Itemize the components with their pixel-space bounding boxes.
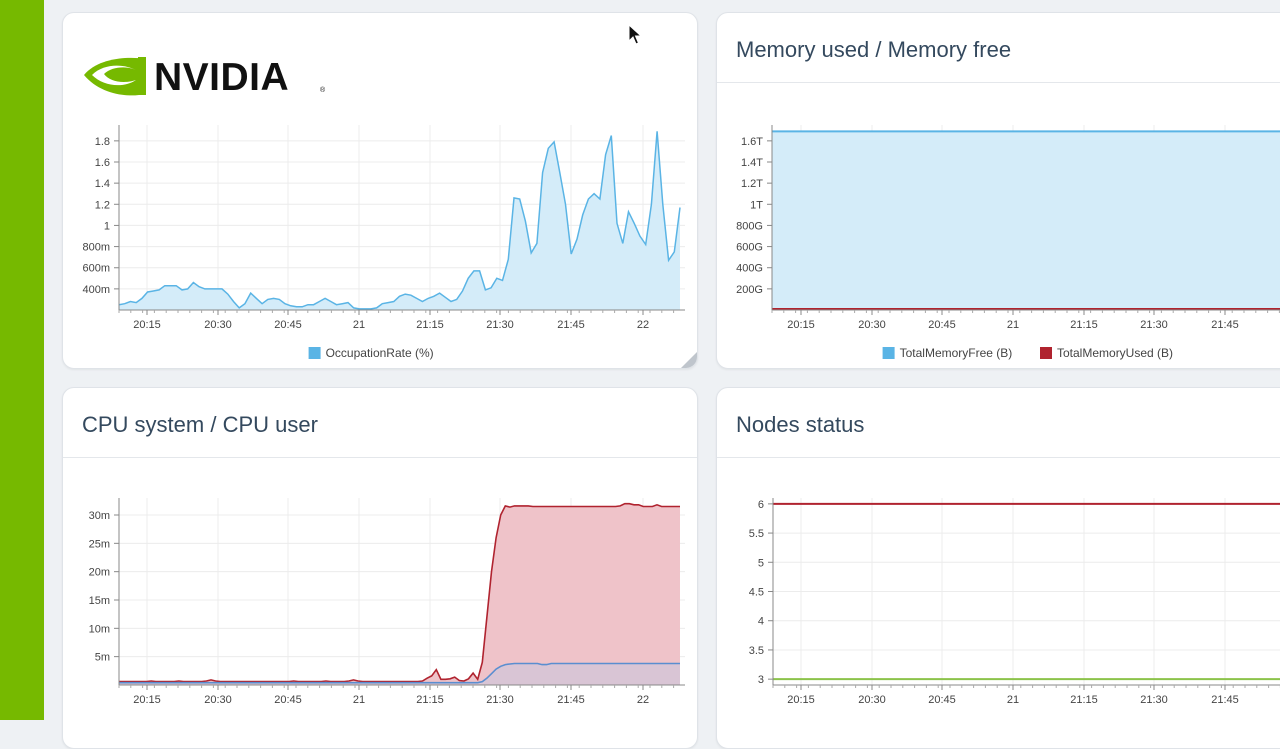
x-tick-label: 20:15 [787,319,815,331]
nvidia-eye-icon: NVIDIA ® [84,56,326,99]
y-tick-label: 1.4 [95,178,110,190]
x-tick-label: 20:45 [274,319,302,331]
x-tick-label: 20:45 [274,694,302,706]
y-tick-label: 1.6 [95,157,110,169]
y-tick-label: 30m [89,510,110,522]
x-tick-label: 20:30 [858,319,886,331]
occupation-rate-card: NVIDIA ® 400m 600m 800m 1 1.2 1.4 1.6 1.8 20:15 2… [62,12,698,369]
x-tick-label: 21 [353,694,365,706]
x-tick-label: 21:30 [486,319,514,331]
legend-swatch [882,347,895,359]
card-header: Memory used / Memory free [717,13,1280,83]
y-tick-label: 20m [89,567,110,579]
x-tick-label: 21:45 [557,319,585,331]
legend-label: OccupationRate (%) [326,346,434,360]
legend-label: TotalMemoryUsed (B) [1057,346,1173,360]
nvidia-logo: NVIDIA ® [78,50,328,100]
legend-swatch [1040,347,1052,359]
y-tick-label: 4 [758,616,764,628]
y-tick-label: 15m [89,595,110,607]
y-tick-label: 200G [736,284,763,296]
x-tick-label: 21 [1007,319,1019,331]
occupation-rate-chart: 400m 600m 800m 1 1.2 1.4 1.6 1.8 20:15 20:30 20:45… [82,125,685,360]
y-tick-label: 800G [736,220,763,232]
card-header: CPU system / CPU user [63,388,697,458]
x-tick-label: 20:45 [928,694,956,706]
cpu-system-line [119,502,680,683]
memory-free-area [772,131,1280,310]
y-tick-label: 10m [89,623,110,635]
y-tick-label: 6 [758,499,764,511]
y-tick-label: 3.5 [749,645,764,657]
memory-card: Memory used / Memory free 200G 400G 600G 80… [716,12,1280,369]
y-tick-label: 1.6T [741,136,763,148]
x-tick-label: 21:30 [1140,319,1168,331]
x-tick-label: 21:15 [1070,319,1098,331]
svg-text:®: ® [320,86,326,94]
occupation-area [119,131,680,310]
x-tick-label: 21:30 [1140,694,1168,706]
x-tick-label: 21:15 [416,319,444,331]
cpu-system-area [119,503,680,685]
card-title: CPU system / CPU user [82,412,318,437]
y-tick-label: 600G [736,242,763,254]
cpu-user-line [119,662,680,684]
y-tick-label: 1.2 [95,199,110,211]
x-tick-label: 21:45 [557,694,585,706]
x-tick-label: 21:45 [1211,694,1239,706]
x-tick-label: 20:15 [133,694,161,706]
card-title: Memory used / Memory free [736,37,1012,62]
y-tick-label: 3 [758,674,764,686]
x-tick-label: 21:15 [1070,694,1098,706]
y-tick-label: 800m [82,242,110,254]
y-tick-label: 25m [89,538,110,550]
nodes-card: Nodes status 3 3.5 4 4.5 5 5.5 6 20:15 20:30 20:4… [716,387,1280,749]
x-tick-label: 21:15 [416,694,444,706]
cpu-card: CPU system / CPU user 5m 10m 15m 20m 25m 30m 2… [62,387,698,749]
y-tick-label: 5.5 [749,528,764,540]
x-tick-label: 21:30 [486,694,514,706]
x-tick-label: 20:30 [858,694,886,706]
x-tick-label: 20:30 [204,319,232,331]
nodes-chart: 3 3.5 4 4.5 5 5.5 6 20:15 20:30 20:45 21 21:15 21:30… [749,498,1280,706]
x-tick-label: 21 [353,319,365,331]
y-tick-label: 400m [82,284,110,296]
x-tick-label: 20:15 [787,694,815,706]
occupation-line [118,131,681,310]
cpu-user-area [119,663,680,685]
x-tick-label: 21 [1007,694,1019,706]
x-tick-label: 22 [637,694,649,706]
y-tick-label: 1T [750,199,763,211]
y-tick-label: 400G [736,263,763,275]
cpu-chart: 5m 10m 15m 20m 25m 30m 20:15 20:30 20:45 21 21:15 2… [89,498,685,706]
nvidia-wordmark: NVIDIA [154,56,289,99]
card-title: Nodes status [736,412,865,437]
y-tick-label: 600m [82,263,110,275]
y-tick-label: 1.2T [741,178,763,190]
x-tick-label: 20:30 [204,694,232,706]
y-tick-label: 4.5 [749,587,764,599]
y-tick-label: 5 [758,557,764,569]
x-tick-label: 22 [637,319,649,331]
mouse-cursor-icon [628,24,642,45]
sidebar-strip [0,0,44,720]
y-tick-label: 1.8 [95,136,110,148]
x-tick-label: 20:15 [133,319,161,331]
y-tick-label: 1.4T [741,157,763,169]
card-header: Nodes status [717,388,1280,458]
legend-swatch [308,347,321,359]
legend-label: TotalMemoryFree (B) [900,346,1013,360]
memory-chart: 200G 400G 600G 800G 1T 1.2T 1.4T 1.6T 20:15 20:30… [736,125,1280,360]
y-tick-label: 1 [104,220,110,232]
x-tick-label: 21:45 [1211,319,1239,331]
resize-handle[interactable] [681,352,697,368]
x-tick-label: 20:45 [928,319,956,331]
y-tick-label: 5m [95,652,110,664]
